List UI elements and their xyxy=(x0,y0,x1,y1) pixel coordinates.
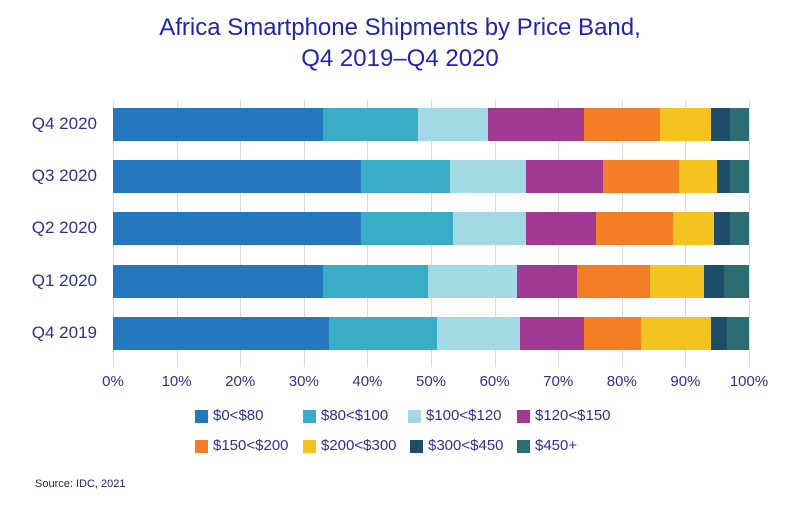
legend-item: $100<$120 xyxy=(408,407,502,425)
bar-segment xyxy=(704,265,724,298)
legend-label: $200<$300 xyxy=(321,437,397,454)
bar-segment xyxy=(713,212,730,245)
legend-label: $0<$80 xyxy=(213,407,264,424)
chart-title-line1: Africa Smartphone Shipments by Price Ban… xyxy=(159,14,641,41)
legend-label: $80<$100 xyxy=(321,407,389,424)
bar-segment xyxy=(596,212,673,245)
x-tick-label: 20% xyxy=(225,373,256,390)
bar-segment xyxy=(520,317,584,350)
x-tick-label: 100% xyxy=(729,373,769,390)
bar-segment xyxy=(516,265,578,298)
bar-row xyxy=(113,265,749,298)
bar-segment xyxy=(322,108,419,141)
bar-segment xyxy=(450,160,527,193)
category-label: Q4 2019 xyxy=(31,323,97,342)
legend-swatch xyxy=(195,439,208,453)
bar-segment xyxy=(723,265,749,298)
bar-row xyxy=(113,160,749,193)
bar-segment xyxy=(113,160,362,193)
legend-swatch xyxy=(517,439,530,453)
bar-segment xyxy=(329,317,438,350)
bar-segment xyxy=(659,108,711,141)
legend-swatch xyxy=(517,409,530,423)
bar-segment xyxy=(710,317,727,350)
source-text: Source: IDC, 2021 xyxy=(35,478,126,490)
legend-swatch xyxy=(303,439,316,453)
legend-swatch xyxy=(408,409,421,423)
chart-title-line2: Q4 2019–Q4 2020 xyxy=(301,45,499,72)
bar-segment xyxy=(640,317,711,350)
bar-segment xyxy=(526,160,603,193)
bar-segment xyxy=(113,108,323,141)
bar-segment xyxy=(679,160,718,193)
bar-segment xyxy=(602,160,679,193)
x-tick-label: 10% xyxy=(161,373,192,390)
bar-segment xyxy=(361,160,451,193)
x-tick-label: 90% xyxy=(670,373,701,390)
x-tick-label: 80% xyxy=(606,373,637,390)
bar-segment xyxy=(577,265,651,298)
gridline xyxy=(749,100,750,367)
legend-item: $120<$150 xyxy=(517,407,611,425)
bar-segment xyxy=(729,212,749,245)
bar-segment xyxy=(113,265,323,298)
bar-segment xyxy=(427,265,517,298)
legend-label: $150<$200 xyxy=(213,437,289,454)
bar-segment xyxy=(729,108,749,141)
bar-segment xyxy=(526,212,597,245)
x-tick-label: 50% xyxy=(415,373,447,390)
bar-row xyxy=(113,212,749,245)
bar-row xyxy=(113,108,749,141)
bar-segment xyxy=(650,265,705,298)
bar-segment xyxy=(113,212,362,245)
legend-item: $0<$80 xyxy=(195,407,263,425)
x-tick-label: 70% xyxy=(543,373,574,390)
legend-swatch xyxy=(410,439,423,453)
bar-segment xyxy=(488,108,584,141)
bar-segment xyxy=(710,108,730,141)
legend-label: $100<$120 xyxy=(426,407,502,424)
plot-area xyxy=(113,100,750,367)
x-tick-label: 40% xyxy=(352,373,383,390)
legend-label: $450+ xyxy=(535,437,578,454)
bar-row xyxy=(113,317,749,350)
category-label: Q4 2020 xyxy=(31,114,97,133)
bar-segment xyxy=(672,212,714,245)
x-tick-label: 30% xyxy=(288,373,319,390)
bar-segment xyxy=(418,108,489,141)
category-label: Q2 2020 xyxy=(31,218,97,237)
chart-title: Africa Smartphone Shipments by Price Ban… xyxy=(0,12,800,74)
bar-segment xyxy=(361,212,454,245)
bar-segment xyxy=(729,160,749,193)
legend-label: $120<$150 xyxy=(535,407,611,424)
bar-segment xyxy=(113,317,330,350)
bar-segment xyxy=(726,317,749,350)
bar-segment xyxy=(322,265,428,298)
legend-swatch xyxy=(303,409,316,423)
category-label: Q1 2020 xyxy=(31,271,97,290)
bar-segment xyxy=(717,160,730,193)
bar-segment xyxy=(583,317,641,350)
bar-segment xyxy=(437,317,521,350)
legend-swatch xyxy=(195,409,208,423)
bar-segment xyxy=(453,212,527,245)
bar-segment xyxy=(583,108,660,141)
legend-item: $80<$100 xyxy=(303,407,388,425)
legend-item: $300<$450 xyxy=(410,437,504,455)
x-tick-label: 60% xyxy=(479,373,510,390)
legend-item: $450+ xyxy=(517,437,577,455)
legend-label: $300<$450 xyxy=(428,437,504,454)
legend-item: $200<$300 xyxy=(303,437,397,455)
category-label: Q3 2020 xyxy=(31,166,97,185)
legend-item: $150<$200 xyxy=(195,437,289,455)
x-tick-label: 0% xyxy=(102,373,124,390)
